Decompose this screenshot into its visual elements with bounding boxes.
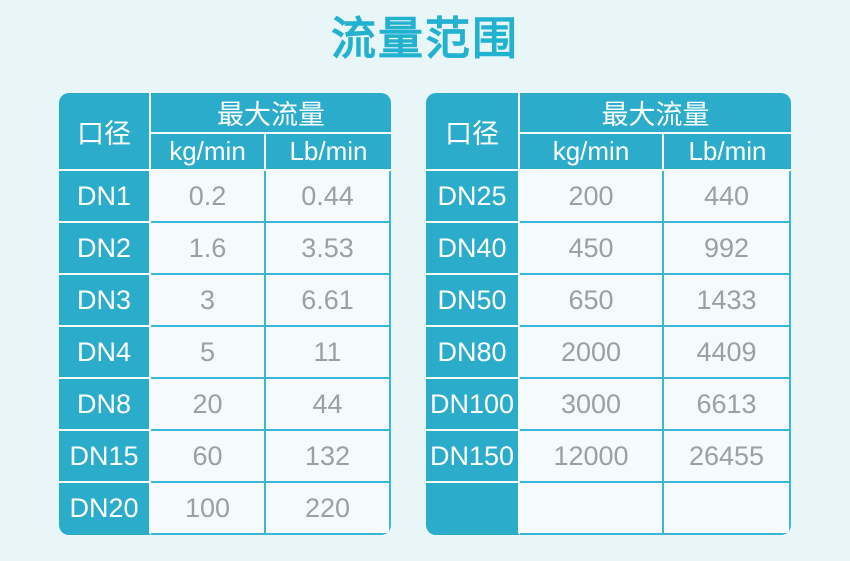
- kg-unit-header: kg/min: [520, 134, 664, 171]
- table-body: DN25 200 440 DN40 450 992 DN50 650 1433 DN80 2000 4…: [426, 171, 791, 535]
- table-row: DN150 12000 26455: [426, 431, 791, 483]
- diameter-cell: DN8: [59, 379, 151, 431]
- value-cell: 650: [520, 275, 664, 327]
- table-row: [426, 483, 791, 535]
- diameter-cell: [426, 483, 520, 535]
- max-flow-header: 最大流量: [151, 93, 391, 134]
- diameter-cell: DN150: [426, 431, 520, 483]
- diameter-cell: DN50: [426, 275, 520, 327]
- value-cell: 992: [664, 223, 791, 275]
- diameter-cell: DN20: [59, 483, 151, 535]
- header-row-2: kg/min Lb/min: [59, 134, 391, 171]
- table-row: DN2 1.6 3.53: [59, 223, 391, 275]
- table-header: 口径 最大流量 kg/min Lb/min: [426, 93, 791, 171]
- value-cell: 0.44: [266, 171, 391, 223]
- diameter-header: 口径: [59, 93, 151, 171]
- value-cell: 6.61: [266, 275, 391, 327]
- header-row-1: 口径 最大流量: [426, 93, 791, 171]
- value-cell: [664, 483, 791, 535]
- table-row: DN8 20 44: [59, 379, 391, 431]
- value-cell: 2000: [520, 327, 664, 379]
- value-cell: 5: [151, 327, 266, 379]
- value-cell: 20: [151, 379, 266, 431]
- value-cell: [520, 483, 664, 535]
- value-cell: 100: [151, 483, 266, 535]
- value-cell: 60: [151, 431, 266, 483]
- table-header: 口径 最大流量 kg/min Lb/min: [59, 93, 391, 171]
- flow-table-large-diameters: 口径 最大流量 kg/min Lb/min DN25 200 440 DN40 450 9…: [426, 93, 791, 535]
- lb-unit-header: Lb/min: [266, 134, 391, 171]
- table-row: DN20 100 220: [59, 483, 391, 535]
- diameter-cell: DN25: [426, 171, 520, 223]
- table-row: DN100 3000 6613: [426, 379, 791, 431]
- table-row: DN80 2000 4409: [426, 327, 791, 379]
- header-row-2: kg/min Lb/min: [426, 134, 791, 171]
- flow-table: 口径 最大流量 kg/min Lb/min DN25 200 440 DN40 450 9…: [426, 93, 791, 535]
- kg-unit-header: kg/min: [151, 134, 266, 171]
- value-cell: 200: [520, 171, 664, 223]
- table-row: DN1 0.2 0.44: [59, 171, 391, 223]
- value-cell: 1433: [664, 275, 791, 327]
- value-cell: 132: [266, 431, 391, 483]
- value-cell: 26455: [664, 431, 791, 483]
- table-row: DN25 200 440: [426, 171, 791, 223]
- max-flow-header: 最大流量: [520, 93, 791, 134]
- value-cell: 1.6: [151, 223, 266, 275]
- table-row: DN15 60 132: [59, 431, 391, 483]
- diameter-cell: DN15: [59, 431, 151, 483]
- value-cell: 6613: [664, 379, 791, 431]
- flow-table: 口径 最大流量 kg/min Lb/min DN1 0.2 0.44 DN2 1.6 3.…: [59, 93, 391, 535]
- table-row: DN50 650 1433: [426, 275, 791, 327]
- flow-table-small-diameters: 口径 最大流量 kg/min Lb/min DN1 0.2 0.44 DN2 1.6 3.…: [59, 93, 391, 535]
- table-row: DN3 3 6.61: [59, 275, 391, 327]
- diameter-cell: DN1: [59, 171, 151, 223]
- diameter-cell: DN4: [59, 327, 151, 379]
- value-cell: 0.2: [151, 171, 266, 223]
- value-cell: 450: [520, 223, 664, 275]
- value-cell: 12000: [520, 431, 664, 483]
- diameter-cell: DN100: [426, 379, 520, 431]
- table-row: DN4 5 11: [59, 327, 391, 379]
- table-body: DN1 0.2 0.44 DN2 1.6 3.53 DN3 3 6.61 DN4 5 11 DN8 20 4…: [59, 171, 391, 535]
- value-cell: 220: [266, 483, 391, 535]
- value-cell: 44: [266, 379, 391, 431]
- tables-container: 口径 最大流量 kg/min Lb/min DN1 0.2 0.44 DN2 1.6 3.…: [0, 93, 850, 535]
- page-title: 流量范围: [330, 13, 519, 64]
- table-row: DN40 450 992: [426, 223, 791, 275]
- diameter-cell: DN40: [426, 223, 520, 275]
- value-cell: 11: [266, 327, 391, 379]
- value-cell: 3.53: [266, 223, 391, 275]
- diameter-cell: DN80: [426, 327, 520, 379]
- value-cell: 3: [151, 275, 266, 327]
- diameter-cell: DN2: [59, 223, 151, 275]
- lb-unit-header: Lb/min: [664, 134, 791, 171]
- value-cell: 4409: [664, 327, 791, 379]
- value-cell: 3000: [520, 379, 664, 431]
- value-cell: 440: [664, 171, 791, 223]
- diameter-header: 口径: [426, 93, 520, 171]
- header-row-1: 口径 最大流量: [59, 93, 391, 171]
- diameter-cell: DN3: [59, 275, 151, 327]
